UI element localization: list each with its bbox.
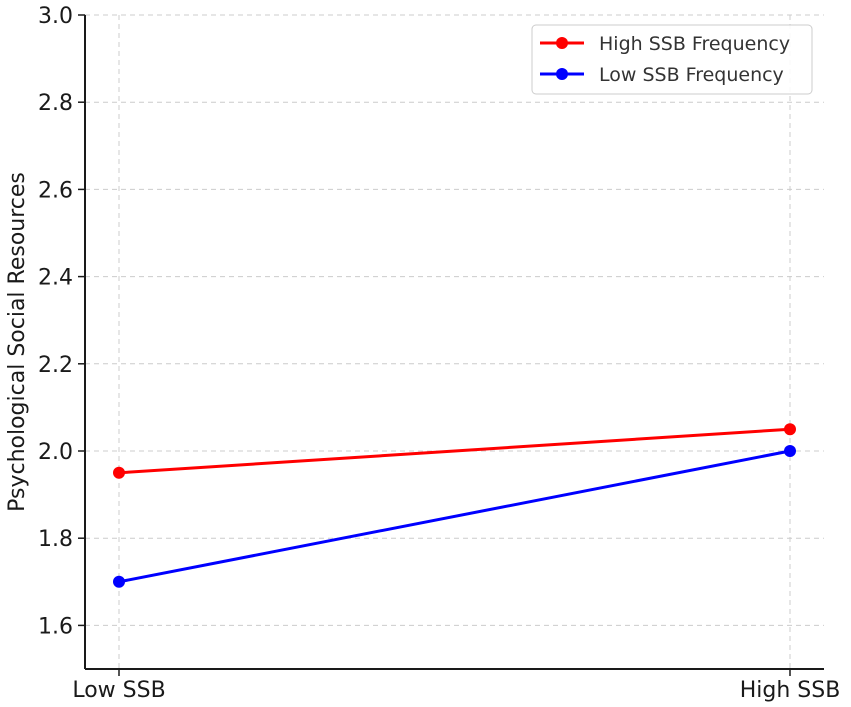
- legend-item-high-ssb-frequency: High SSB Frequency: [540, 33, 790, 55]
- legend-item-low-ssb-frequency: Low SSB Frequency: [540, 64, 784, 86]
- legend: High SSB Frequency Low SSB Frequency: [531, 24, 813, 95]
- y-tick-label: 2.8: [38, 91, 73, 116]
- series-line: [118, 449, 791, 584]
- axes: [84, 15, 824, 670]
- y-tick-label: 1.8: [38, 527, 73, 552]
- data-point-marker: [784, 445, 796, 457]
- x-tick-label: High SSB: [740, 678, 841, 703]
- x-axis-ticks: Low SSB High SSB: [72, 669, 840, 703]
- data-point-marker: [113, 466, 125, 479]
- legend-label: High SSB Frequency: [599, 33, 790, 55]
- x-tick-label: Low SSB: [72, 678, 165, 703]
- data-point-marker: [784, 423, 796, 436]
- y-tick-label: 1.6: [38, 614, 73, 639]
- y-tick-label: 2.0: [38, 440, 73, 465]
- y-tick-label: 2.2: [38, 353, 73, 378]
- y-axis-ticks: 1.6 1.8 2.0 2.2 2.4 2.6 2.8 3.0: [38, 4, 85, 639]
- legend-marker-icon: [556, 37, 568, 49]
- grid-lines: [85, 14, 824, 669]
- legend-marker-icon: [556, 68, 568, 80]
- series-line: [118, 427, 791, 475]
- legend-label: Low SSB Frequency: [599, 64, 784, 86]
- data-series: [113, 423, 796, 588]
- series-high-ssb-frequency: [113, 423, 796, 479]
- y-axis-label: Psychological Social Resources: [5, 172, 30, 512]
- data-point-marker: [113, 575, 125, 588]
- series-low-ssb-frequency: [113, 445, 796, 588]
- y-tick-label: 3.0: [38, 4, 73, 29]
- legend-frame: [531, 24, 813, 95]
- y-tick-label: 2.6: [38, 178, 73, 203]
- y-tick-label: 2.4: [38, 266, 73, 291]
